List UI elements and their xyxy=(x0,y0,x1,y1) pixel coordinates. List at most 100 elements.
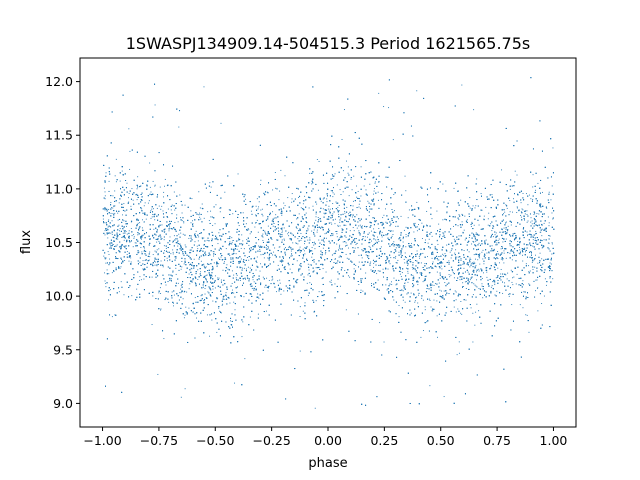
data-point xyxy=(271,279,273,281)
data-point xyxy=(331,223,333,225)
data-point xyxy=(506,207,508,209)
data-point xyxy=(428,238,430,240)
data-point xyxy=(334,283,336,285)
data-point xyxy=(205,266,207,268)
data-point xyxy=(253,281,255,283)
data-point xyxy=(108,208,110,210)
data-point xyxy=(369,262,371,264)
data-point xyxy=(535,189,537,191)
data-point xyxy=(363,185,365,187)
data-point xyxy=(248,259,250,261)
data-point xyxy=(377,279,379,281)
data-point xyxy=(436,210,438,212)
data-point xyxy=(311,183,313,185)
data-point xyxy=(464,281,466,283)
data-point xyxy=(330,281,332,283)
data-point xyxy=(278,246,280,248)
data-point xyxy=(102,218,104,220)
data-point xyxy=(286,287,288,289)
data-point xyxy=(549,235,551,237)
data-point xyxy=(171,204,173,206)
data-point xyxy=(332,176,334,178)
data-point xyxy=(243,296,245,298)
data-point xyxy=(267,225,269,227)
data-point xyxy=(240,266,242,268)
data-point xyxy=(404,285,406,287)
data-point xyxy=(120,281,122,283)
data-point xyxy=(477,259,479,261)
data-point xyxy=(307,274,309,276)
data-point xyxy=(189,264,191,266)
data-point xyxy=(497,240,499,242)
data-point xyxy=(339,189,341,191)
data-point xyxy=(111,316,113,318)
data-point xyxy=(329,211,331,213)
data-point xyxy=(332,196,334,198)
data-point xyxy=(133,234,135,236)
data-point xyxy=(518,252,520,254)
data-point xyxy=(139,276,141,278)
data-point xyxy=(159,186,161,188)
data-point xyxy=(426,210,428,212)
data-point xyxy=(154,185,156,187)
data-point xyxy=(287,233,289,235)
data-point xyxy=(516,273,518,275)
data-point xyxy=(304,248,306,250)
data-point xyxy=(212,300,214,302)
data-point xyxy=(379,322,381,324)
data-point xyxy=(175,267,177,269)
data-point xyxy=(255,205,257,207)
data-point xyxy=(472,312,474,314)
data-point xyxy=(431,310,433,312)
data-point xyxy=(419,257,421,259)
data-point xyxy=(513,198,515,200)
data-point xyxy=(262,215,264,217)
data-point xyxy=(121,170,123,172)
data-point xyxy=(345,245,347,247)
data-point xyxy=(262,239,264,241)
data-point xyxy=(322,239,324,241)
data-point xyxy=(523,291,525,293)
data-point xyxy=(453,277,455,279)
data-point xyxy=(260,246,262,248)
data-point xyxy=(512,211,514,213)
data-point xyxy=(272,254,274,256)
data-point xyxy=(474,324,476,326)
data-point xyxy=(398,316,400,318)
data-point xyxy=(410,292,412,294)
data-point xyxy=(260,254,262,256)
data-point xyxy=(527,244,529,246)
data-point xyxy=(334,173,336,175)
data-point xyxy=(121,191,123,193)
data-point xyxy=(183,263,185,265)
data-point xyxy=(549,277,551,279)
data-point xyxy=(188,307,190,309)
data-point xyxy=(231,270,233,272)
data-point xyxy=(393,277,395,279)
data-point xyxy=(532,198,534,200)
data-point xyxy=(208,220,210,222)
data-point xyxy=(437,336,438,338)
data-point xyxy=(181,220,183,222)
data-point xyxy=(472,341,474,343)
data-point xyxy=(137,176,139,178)
data-point xyxy=(442,219,444,221)
data-point xyxy=(130,257,132,259)
data-point xyxy=(279,190,281,192)
data-point xyxy=(171,291,173,293)
data-point xyxy=(375,232,377,234)
data-point xyxy=(141,251,143,253)
data-point xyxy=(267,265,269,267)
data-point xyxy=(256,256,258,258)
data-point xyxy=(525,251,526,253)
data-point xyxy=(551,185,553,187)
data-point xyxy=(162,266,164,268)
data-point xyxy=(362,238,364,240)
data-point xyxy=(263,257,265,259)
data-point xyxy=(227,268,229,270)
data-point xyxy=(256,219,258,221)
data-point xyxy=(140,246,142,248)
data-point xyxy=(358,230,360,232)
data-point xyxy=(117,238,119,240)
data-point xyxy=(160,260,162,262)
